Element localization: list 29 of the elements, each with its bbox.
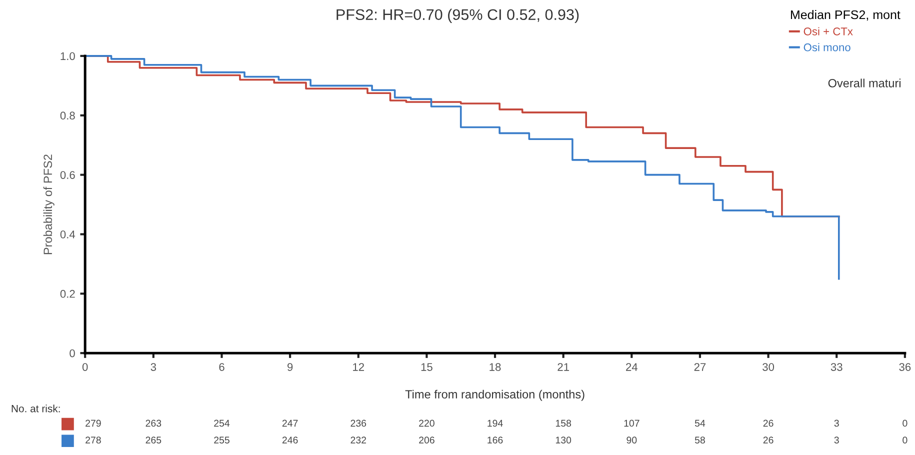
- x-tick-label: 33: [830, 363, 842, 371]
- x-tick-label: 12: [353, 363, 364, 371]
- x-tick-label: 18: [490, 363, 501, 371]
- legend-title: Median PFS2, mont: [790, 10, 900, 21]
- y-tick-label: 1.0: [60, 52, 75, 60]
- text: 278 265 255 246 232 206 166 130 90 58 26 3 0: [86, 436, 908, 444]
- y-tick-label: 0.4: [60, 230, 76, 238]
- x-tick-label: 3: [150, 363, 156, 371]
- legend-label: Osi + CTx: [804, 27, 853, 36]
- y-tick-label: 0.2: [60, 290, 75, 298]
- x-tick-label: 15: [421, 363, 432, 371]
- x-tick-label: 24: [626, 363, 638, 371]
- text: 279 263 254 247 236 220 194 158 107 54 26 3 0: [86, 420, 908, 427]
- x-tick-label: 0: [82, 363, 88, 371]
- x-tick-label: 30: [762, 363, 774, 371]
- y-tick-label: 0.6: [60, 171, 75, 179]
- y-axis-title: Probability of PFS2: [43, 154, 54, 254]
- x-axis-title: Time from randomisation (months): [405, 390, 584, 401]
- y-tick-label: 0.8: [60, 112, 75, 120]
- annotation: Overall maturi: [828, 78, 900, 88]
- text: No. at risk:: [12, 404, 60, 412]
- x-tick-label: 9: [287, 363, 293, 371]
- x-tick-label: 36: [899, 363, 911, 371]
- y-tick-label: 0: [70, 349, 75, 358]
- chart-title: PFS2: HR=0.70 (95% CI 0.52, 0.93): [336, 8, 579, 24]
- legend-label: Osi mono: [804, 43, 850, 52]
- x-tick-label: 27: [694, 363, 706, 371]
- x-tick-label: 21: [558, 363, 569, 371]
- x-tick-label: 6: [219, 363, 224, 371]
